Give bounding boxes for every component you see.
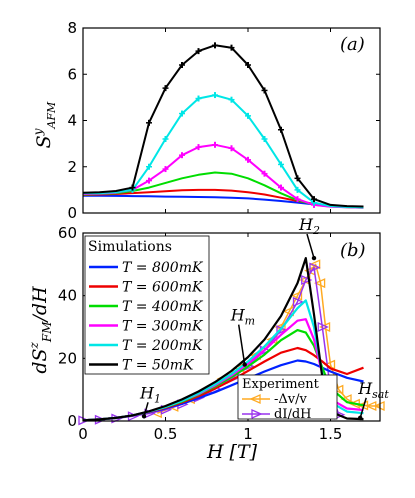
annotation-arrow: [143, 402, 149, 417]
y-tick-label: 4: [67, 112, 77, 130]
y-tick-label: 60: [58, 224, 77, 242]
experiment-marker-0: [282, 306, 294, 317]
panel-a-frame: [82, 27, 381, 214]
annotation-label: Hm: [230, 306, 255, 328]
panel-b-frame: [82, 232, 381, 422]
panel-b-ticks: 0 20 40 60 0 0.5 1 1.5: [58, 224, 380, 443]
experiment-marker-0: [332, 384, 344, 395]
experiment-marker-1: [317, 321, 329, 333]
annotation-arrow-head: [311, 255, 317, 261]
annotation-label: H2: [298, 215, 320, 237]
x-tick-label: 0: [78, 425, 88, 443]
experiment-marker-0: [318, 321, 331, 333]
annotation-arrow-head: [141, 414, 147, 419]
simulations-legend-title: Simulations: [88, 239, 172, 255]
y-tick-label: 8: [67, 19, 77, 37]
y-tick-label: 0: [67, 412, 77, 430]
experiment-marker-0: [313, 278, 326, 289]
y-tick-label: 20: [58, 349, 77, 367]
exp-legend-marker: [249, 393, 261, 405]
legend-label: T = 300mK: [122, 319, 204, 335]
exp-legend-label: dI/dH: [274, 407, 312, 422]
experiment-legend: Experiment -Δv/vdI/dH: [237, 374, 338, 422]
annotation-label: Hsat: [357, 379, 389, 401]
panel-a: 0 2 4 6 8 (a) SyAFM: [31, 19, 381, 222]
series-line-b-5: [82, 257, 364, 422]
panel-b-xlabel: H [T]: [206, 441, 258, 463]
x-tick-label: 1.5: [319, 425, 343, 443]
panel-b: 0 20 40 60 0 0.5 1 1.5 (b) dSzFM/dH H [T] H1 Hm H…: [27, 215, 389, 463]
y-tick-label: 0: [67, 204, 77, 222]
exp-legend-marker: [251, 408, 263, 420]
panel-a-ylabel: SyAFM: [31, 101, 58, 148]
series-line-a-5: [82, 44, 364, 208]
annotation-arrow: [359, 397, 367, 419]
legend-label: T = 200mK: [122, 338, 204, 354]
panel-b-label: (b): [340, 240, 366, 261]
panel-a-series: [82, 42, 364, 209]
experiment-marker-1: [292, 296, 305, 307]
simulations-legend-box: [84, 235, 210, 375]
x-tick-label: 1: [243, 425, 253, 443]
experiment-marker-1: [301, 274, 313, 286]
exp-legend-label: -Δv/v: [274, 392, 308, 407]
legend-label: T = 600mK: [122, 280, 204, 296]
legend-label: T = 50mK: [122, 358, 195, 374]
y-tick-label: 40: [58, 287, 77, 305]
panel-b-ylabel: dSzFM/dH: [27, 286, 54, 374]
experiment-marker-1: [309, 262, 321, 273]
simulations-legend-entries: T = 800mK T = 600mK T = 400mK T = 300mK T = …: [89, 260, 204, 374]
experiment-legend-entries: -Δv/vdI/dH: [242, 392, 312, 422]
y-tick-label: 2: [67, 158, 77, 176]
experiment-legend-title: Experiment: [242, 377, 320, 392]
legend-label: T = 800mK: [122, 260, 204, 276]
y-tick-label: 6: [67, 65, 77, 83]
legend-label: T = 400mK: [122, 299, 204, 315]
panel-a-label: (a): [340, 34, 365, 55]
annotation-label: H1: [139, 383, 161, 405]
experiment-marker-0: [290, 290, 303, 301]
annotation-arrow-head: [242, 362, 247, 367]
annotation-arrow: [237, 324, 246, 365]
panel-a-ticks: 0 2 4 6 8: [67, 19, 380, 222]
annotation-arrow-head: [358, 415, 363, 421]
x-tick-label: 0.5: [154, 425, 178, 443]
annotation-arrow: [306, 233, 315, 259]
